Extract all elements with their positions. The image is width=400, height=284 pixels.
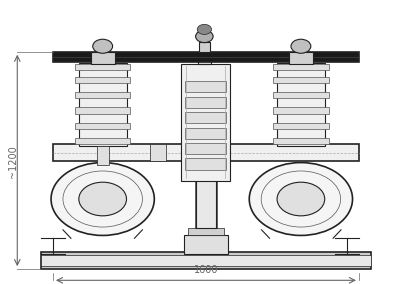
Circle shape <box>197 24 212 34</box>
Bar <box>75 76 130 83</box>
Text: 1600: 1600 <box>194 265 218 275</box>
Circle shape <box>196 30 213 43</box>
Text: ~1200: ~1200 <box>8 145 18 178</box>
Bar <box>181 64 230 181</box>
Bar <box>278 63 325 146</box>
Bar <box>184 235 228 254</box>
Bar <box>185 112 226 123</box>
Bar <box>185 97 226 108</box>
Bar <box>289 52 313 64</box>
Circle shape <box>291 39 311 53</box>
Bar <box>75 138 130 144</box>
Bar <box>41 252 371 269</box>
Circle shape <box>277 182 325 216</box>
Circle shape <box>51 162 154 235</box>
Bar <box>53 144 359 161</box>
Bar <box>274 107 329 114</box>
Bar <box>53 52 359 62</box>
Bar <box>185 143 226 154</box>
Bar <box>75 123 130 129</box>
Bar <box>274 64 329 70</box>
Bar <box>199 42 210 52</box>
Bar <box>185 158 226 170</box>
Bar <box>150 144 166 161</box>
Bar <box>274 92 329 98</box>
Bar <box>91 52 114 64</box>
Bar <box>185 81 226 93</box>
Bar <box>185 128 226 139</box>
Bar <box>195 161 217 228</box>
Bar <box>198 53 211 64</box>
Bar <box>75 64 130 70</box>
Bar <box>196 161 216 228</box>
Bar <box>79 63 126 146</box>
Circle shape <box>249 162 352 235</box>
Bar <box>188 228 224 235</box>
Circle shape <box>93 39 113 53</box>
Bar <box>274 138 329 144</box>
Bar <box>274 76 329 83</box>
Circle shape <box>79 182 126 216</box>
Bar <box>75 92 130 98</box>
Bar <box>41 255 371 266</box>
Bar <box>274 123 329 129</box>
Bar <box>75 107 130 114</box>
Bar <box>97 146 109 165</box>
